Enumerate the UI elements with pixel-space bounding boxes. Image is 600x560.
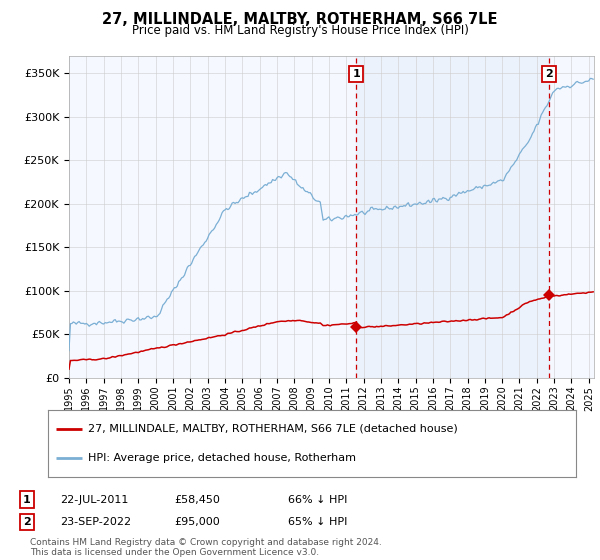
Text: 1: 1 [23,494,31,505]
Text: Contains HM Land Registry data © Crown copyright and database right 2024.
This d: Contains HM Land Registry data © Crown c… [30,538,382,557]
Text: 27, MILLINDALE, MALTBY, ROTHERHAM, S66 7LE: 27, MILLINDALE, MALTBY, ROTHERHAM, S66 7… [102,12,498,27]
Text: 27, MILLINDALE, MALTBY, ROTHERHAM, S66 7LE (detached house): 27, MILLINDALE, MALTBY, ROTHERHAM, S66 7… [88,424,457,434]
Text: 2: 2 [23,517,31,527]
Text: HPI: Average price, detached house, Rotherham: HPI: Average price, detached house, Roth… [88,453,356,463]
Text: 22-JUL-2011: 22-JUL-2011 [60,494,128,505]
Text: 1: 1 [352,69,360,79]
Text: £58,450: £58,450 [174,494,220,505]
Text: 23-SEP-2022: 23-SEP-2022 [60,517,131,527]
Text: 65% ↓ HPI: 65% ↓ HPI [288,517,347,527]
Text: Price paid vs. HM Land Registry's House Price Index (HPI): Price paid vs. HM Land Registry's House … [131,24,469,38]
Text: 2: 2 [545,69,553,79]
Text: £95,000: £95,000 [174,517,220,527]
Text: 66% ↓ HPI: 66% ↓ HPI [288,494,347,505]
Bar [356,56,550,378]
